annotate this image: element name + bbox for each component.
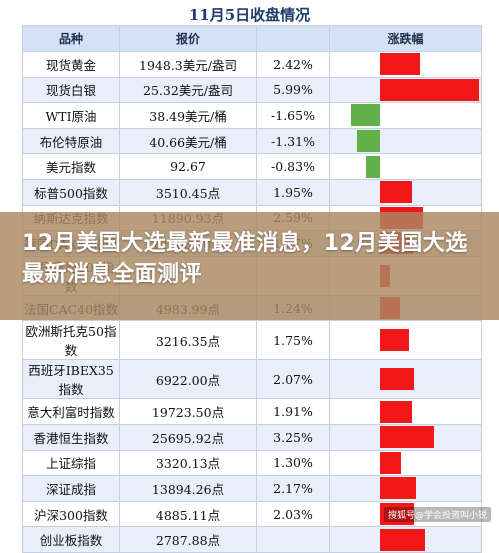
instrument-name: 美元指数 xyxy=(22,153,120,180)
change-bar xyxy=(380,451,402,474)
change-bar-cell xyxy=(329,449,482,477)
header-blank xyxy=(256,25,330,52)
change-bar xyxy=(380,53,420,76)
instrument-price: 19723.50点 xyxy=(119,398,257,425)
instrument-change-pct: -1.65% xyxy=(256,102,330,129)
change-bar-cell xyxy=(329,500,482,528)
instrument-price: 38.49美元/桶 xyxy=(119,102,257,129)
instrument-change-pct: -1.31% xyxy=(256,127,330,155)
instrument-change-pct: 1.75% xyxy=(256,320,330,361)
instrument-name: WTI原油 xyxy=(22,102,120,129)
change-bar-cell xyxy=(329,76,482,104)
instrument-price: 3320.13点 xyxy=(119,449,257,477)
table-row: 沪深300指数 4885.11点 2.03% xyxy=(22,500,482,528)
change-bar-cell xyxy=(329,398,482,425)
instrument-change-pct: 2.03% xyxy=(256,500,330,528)
instrument-name: 创业板指数 xyxy=(22,526,120,553)
instrument-price: 3510.45点 xyxy=(119,178,257,206)
change-bar-cell xyxy=(329,51,482,78)
watermark: 搜狐号@学会投资叫小锐 xyxy=(383,507,491,522)
change-bar xyxy=(380,78,479,101)
change-bar xyxy=(357,130,380,153)
instrument-price: 6922.00点 xyxy=(119,359,257,400)
change-bar-cell xyxy=(329,127,482,155)
headline-banner xyxy=(0,212,499,320)
instrument-name: 香港恒生指数 xyxy=(22,423,120,451)
change-bar xyxy=(365,155,380,178)
table-row: 美元指数 92.67 -0.83% xyxy=(22,153,482,180)
instrument-name: 深证成指 xyxy=(22,475,120,502)
table-row: 深证成指 13894.26点 2.17% xyxy=(22,475,482,502)
table-row: 布伦特原油 40.66美元/桶 -1.31% xyxy=(22,127,482,155)
instrument-change-pct: 2.07% xyxy=(256,359,330,400)
change-bar-cell xyxy=(329,178,482,206)
change-bar xyxy=(380,528,425,551)
instrument-change-pct: 5.99% xyxy=(256,76,330,104)
instrument-name: 欧洲斯托克50指数 xyxy=(22,320,120,361)
change-bar xyxy=(380,503,414,526)
change-bar xyxy=(351,104,380,127)
table-row: 香港恒生指数 25695.92点 3.25% xyxy=(22,423,482,451)
headline-text: 12月美国大选最新最准消息，12月美国大选最新消息全面测评 xyxy=(22,231,468,287)
header-change: 涨跌幅 xyxy=(329,25,482,52)
instrument-change-pct: 1.91% xyxy=(256,398,330,425)
instrument-price: 92.67 xyxy=(119,153,257,180)
table-row: WTI原油 38.49美元/桶 -1.65% xyxy=(22,102,482,129)
instrument-name: 标普500指数 xyxy=(22,178,120,206)
instrument-name: 上证综指 xyxy=(22,449,120,477)
table-row: 标普500指数 3510.45点 1.95% xyxy=(22,178,482,206)
instrument-price: 2787.88点 xyxy=(119,526,257,553)
instrument-price: 25.32美元/盎司 xyxy=(119,76,257,104)
instrument-name: 现货白银 xyxy=(22,76,120,104)
instrument-price: 25695.92点 xyxy=(119,423,257,451)
instrument-name: 现货黄金 xyxy=(22,51,120,78)
change-bar xyxy=(380,426,434,449)
page: 11月5日收盘情况 品种 报价 涨跌幅 现货黄金 1948.3美元/盎司 2.42%… xyxy=(0,6,499,553)
change-bar xyxy=(380,477,416,500)
instrument-change-pct: 3.25% xyxy=(256,423,330,451)
table-row: 现货白银 25.32美元/盎司 5.99% xyxy=(22,76,482,104)
instrument-change-pct xyxy=(256,526,330,553)
instrument-change-pct: 2.17% xyxy=(256,475,330,502)
instrument-name: 意大利富时指数 xyxy=(22,398,120,425)
instrument-change-pct: 2.42% xyxy=(256,51,330,78)
change-bar xyxy=(380,181,413,204)
instrument-price: 3216.35点 xyxy=(119,320,257,361)
change-bar xyxy=(380,400,412,423)
instrument-price: 40.66美元/桶 xyxy=(119,127,257,155)
table-row: 现货黄金 1948.3美元/盎司 2.42% xyxy=(22,51,482,78)
instrument-price: 4885.11点 xyxy=(119,500,257,528)
change-bar-cell xyxy=(329,526,482,553)
change-bar-cell xyxy=(329,359,482,400)
instrument-price: 1948.3美元/盎司 xyxy=(119,51,257,78)
change-bar xyxy=(380,368,415,391)
table-row: 意大利富时指数 19723.50点 1.91% xyxy=(22,398,482,425)
instrument-change-pct: -0.83% xyxy=(256,153,330,180)
change-bar-cell xyxy=(329,423,482,451)
instrument-change-pct: 1.95% xyxy=(256,178,330,206)
instrument-price: 13894.26点 xyxy=(119,475,257,502)
instrument-name: 西班牙IBEX35指数 xyxy=(22,359,120,400)
change-bar-cell xyxy=(329,102,482,129)
change-bar-cell xyxy=(329,475,482,502)
table-row: 欧洲斯托克50指数 3216.35点 1.75% xyxy=(22,320,482,361)
change-bar-cell xyxy=(329,153,482,180)
change-bar xyxy=(380,329,409,352)
table-title: 11月5日收盘情况 xyxy=(188,6,311,24)
instrument-change-pct: 1.30% xyxy=(256,449,330,477)
header-price: 报价 xyxy=(119,25,257,52)
header-name: 品种 xyxy=(22,25,120,52)
change-bar-cell xyxy=(329,320,482,361)
table-row: 西班牙IBEX35指数 6922.00点 2.07% xyxy=(22,359,482,400)
table-row: 创业板指数 2787.88点 xyxy=(22,526,482,553)
instrument-name: 沪深300指数 xyxy=(22,500,120,528)
instrument-name: 布伦特原油 xyxy=(22,127,120,155)
table-header-row: 品种 报价 涨跌幅 xyxy=(22,25,482,52)
table-row: 上证综指 3320.13点 1.30% xyxy=(22,449,482,477)
